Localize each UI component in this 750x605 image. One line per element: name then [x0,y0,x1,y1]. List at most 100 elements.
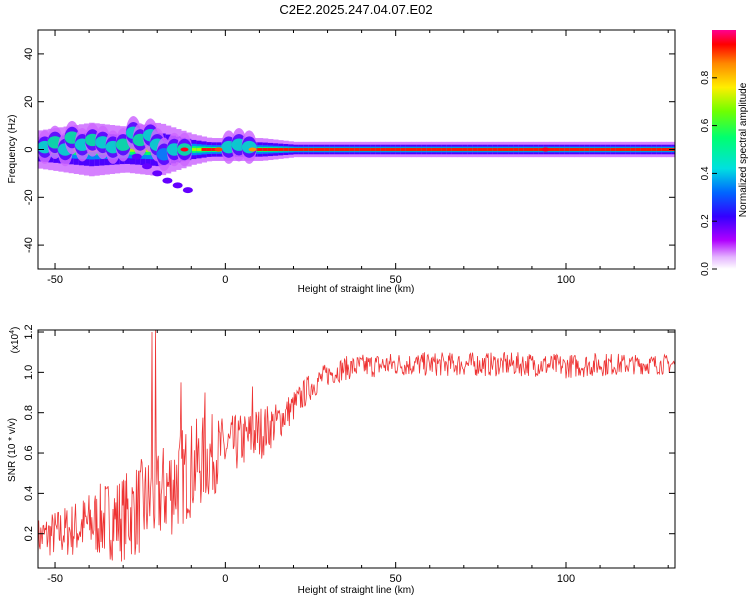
spectrogram-cell [129,147,136,152]
spectrogram-cell [640,148,647,151]
spectrogram-cell [191,148,197,151]
snr-y-ticklabel: 0.2 [23,526,35,541]
spectrogram-y-ticklabel: 20 [23,96,35,108]
spectrogram-branch [131,153,142,160]
spectrogram-hotspot [214,147,223,152]
spectrogram-cell [569,148,575,151]
spectrogram-cell [646,148,652,151]
spectrogram-cell [533,148,540,151]
spectrogram-cell [288,148,294,151]
spectrogram-cell [451,148,458,151]
spectrogram-cell [610,148,616,151]
spectrogram-cell [600,148,606,151]
colorbar: 0.0 0.2 0.4 0.6 0.8 Normalized spectral ampl… [700,30,749,276]
spectrogram-cell [441,148,448,151]
spectrogram-y-ticklabel: -20 [23,189,35,205]
snr-ylabel: SNR (10 * v/v) [7,418,18,482]
spectrogram-branch [152,170,163,177]
spectrogram-cell [431,148,437,151]
spectrogram-cell [375,148,381,151]
spectrogram-cell [303,148,310,151]
spectrogram-cell [467,148,473,151]
spectrogram-cell [446,148,453,151]
spectrogram-cell [605,148,611,151]
spectrogram-cell [625,148,632,151]
spectrogram-y-ticklabel: 40 [23,48,35,60]
spectrogram-cell [559,148,565,151]
spectrogram-cell [257,148,264,151]
spectrogram-branch [142,163,153,170]
spectrogram-cell [395,148,402,151]
spectrogram-cell [273,148,279,151]
spectrogram-branch [182,187,193,194]
spectrogram-cell [630,148,637,151]
spectrogram-cell [656,148,662,151]
spectrogram-branch [162,177,173,184]
spectrogram-patch [115,138,131,151]
spectrogram-cell [319,148,325,151]
spectrogram-cell [472,148,478,151]
colorbar-ticklabel: 0.2 [700,214,711,228]
spectrogram-cell [339,148,345,151]
spectrogram-cell [492,148,499,151]
spectrogram-cell [308,148,315,151]
spectrogram-cell [661,148,667,151]
spectrogram-cell [267,148,274,151]
spectrogram-cell [400,148,407,151]
snr-xlabel: Height of straight line (km) [298,585,415,596]
spectrogram-cell [477,148,483,151]
snr-series-line [38,330,675,562]
colorbar-ticks: 0.0 0.2 0.4 0.6 0.8 [700,70,717,276]
spectrogram-cell [513,148,519,151]
spectrogram-cell [196,148,202,151]
spectrogram-cell [620,148,627,151]
spectrogram-x-ticklabel: 100 [557,274,575,286]
spectrogram-y-ticklabel: 0 [23,146,35,152]
snr-x-ticklabel: 100 [557,573,575,585]
spectrogram-y-ticklabel: -40 [23,237,35,253]
colorbar-ticklabel: 0.8 [700,70,711,84]
colorbar-ticklabel: 0.0 [700,262,711,276]
spectrogram-cell [564,148,570,151]
snr-y-ticklabel: 0.6 [23,445,35,460]
spectrogram-axes: -50 0 50 100 -40 -20 0 20 40 [23,30,675,286]
spectrogram-cell [411,148,417,151]
spectrogram-cell [538,148,545,151]
colorbar-gradient [712,30,736,269]
spectrogram-cell [421,148,427,151]
snr-y-ticklabel: 1.2 [23,324,35,339]
spectrogram-cell [324,148,330,151]
spectrogram-cell [283,148,289,151]
colorbar-ticklabel: 0.6 [700,118,711,132]
spectrogram-cell [508,148,514,151]
spectrogram-cell [349,148,356,151]
snr-y-ticklabel: 1.0 [23,365,35,380]
spectrogram-hotspot [541,147,550,152]
spectrogram-cell [344,148,351,151]
spectrogram-branch [172,182,183,189]
snr-axes: -50 0 50 100 0.2 0.4 0.6 0.8 1.0 1.2 [23,324,675,585]
spectrogram-cell [456,148,463,151]
spectrogram-patch [241,140,257,154]
snr-x-ticklabel: -50 [47,573,63,585]
spectrogram-hotspot [180,147,189,152]
spectrogram-cell [405,148,412,151]
snr-multiplier-exp: 4 [9,330,16,334]
snr-multiplier-close: ) [10,327,21,330]
spectrogram-cell [298,148,305,151]
spectrogram-image [38,116,675,194]
spectrogram-cell [293,148,299,151]
spectrogram-cell [436,148,443,151]
figure-title: C2E2.2025.247.04.07.E02 [279,2,432,17]
snr-multiplier-base: (x10 [10,333,21,353]
colorbar-label: Normalized spectral amplitude [738,82,749,217]
spectrogram-cell [365,148,371,151]
spectrogram-cell [487,148,494,151]
spectrogram-x-ticklabel: 50 [390,274,402,286]
snr-multiplier: (x104) [9,327,21,354]
spectrogram-xlabel: Height of straight line (km) [298,284,415,295]
spectrogram-cell [497,148,504,151]
spectrogram-cell [354,148,361,151]
spectrogram-cell [278,148,284,151]
